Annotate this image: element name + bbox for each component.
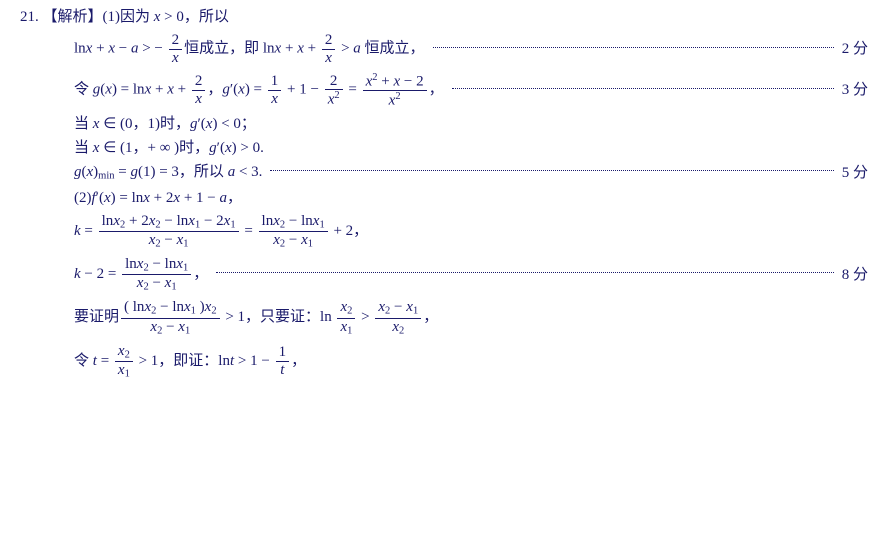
math: 要证明( lnx2 − lnx1 )x2x2 − x1 > 1，只要证：ln x… xyxy=(74,299,438,336)
fraction: x2x1 xyxy=(337,299,355,336)
dotted-leader xyxy=(216,272,833,273)
text: 当 x ∈ (0，1)时，g′(x) < 0； xyxy=(74,115,256,133)
fraction: 1x xyxy=(268,73,282,107)
math: k = lnx2 + 2x2 − lnx1 − 2x1x2 − x1 = lnx… xyxy=(74,213,368,250)
math: lnx + x − a > − 2x恒成立，即 lnx + x + 2x > a… xyxy=(74,32,425,66)
dotted-leader xyxy=(270,170,833,171)
math: k − 2 = lnx2 − lnx1x2 − x1， xyxy=(74,256,208,293)
points: 2 分 xyxy=(842,40,868,58)
line-5: g(x)min = g(1) = 3，所以 a < 3. 5 分 xyxy=(20,163,868,183)
fraction: 2x xyxy=(322,32,336,66)
fraction: lnx2 − lnx1x2 − x1 xyxy=(259,213,328,250)
points: 3 分 xyxy=(842,81,868,99)
line-10: 令 t = x2x1 > 1，即证：lnt > 1 − 1t， xyxy=(20,343,868,380)
fraction: lnx2 − lnx1x2 − x1 xyxy=(122,256,191,293)
line-6: (2)f′(x) = lnx + 2x + 1 − a， xyxy=(20,189,868,207)
fraction: x2 − x1x2 xyxy=(375,299,421,336)
line-2: 令 g(x) = lnx + x + 2x，g′(x) = 1x + 1 − 2… xyxy=(20,72,868,109)
text: 21. 【解析】(1)因为 x > 0，所以 xyxy=(20,8,229,26)
points: 8 分 xyxy=(842,266,868,284)
line-7: k = lnx2 + 2x2 − lnx1 − 2x1x2 − x1 = lnx… xyxy=(20,213,868,250)
line-8: k − 2 = lnx2 − lnx1x2 − x1， 8 分 xyxy=(20,256,868,293)
fraction: 2x xyxy=(192,73,206,107)
line-3: 当 x ∈ (0，1)时，g′(x) < 0； xyxy=(20,115,868,133)
line-4: 当 x ∈ (1，+ ∞ )时，g′(x) > 0. xyxy=(20,139,868,157)
line-9: 要证明( lnx2 − lnx1 )x2x2 − x1 > 1，只要证：ln x… xyxy=(20,299,868,336)
fraction: ( lnx2 − lnx1 )x2x2 − x1 xyxy=(121,299,220,336)
dotted-leader xyxy=(433,47,834,48)
points: 5 分 xyxy=(842,164,868,182)
math: 令 g(x) = lnx + x + 2x，g′(x) = 1x + 1 − 2… xyxy=(74,72,444,109)
line-1: lnx + x − a > − 2x恒成立，即 lnx + x + 2x > a… xyxy=(20,32,868,66)
math: 令 t = x2x1 > 1，即证：lnt > 1 − 1t， xyxy=(74,343,306,380)
fraction: 2x xyxy=(169,32,183,66)
fraction: x2x1 xyxy=(115,343,133,380)
solution-page: 21. 【解析】(1)因为 x > 0，所以 lnx + x − a > − 2… xyxy=(0,0,888,380)
fraction: x2 + x − 2x2 xyxy=(363,72,427,109)
text: (2)f′(x) = lnx + 2x + 1 − a， xyxy=(74,189,242,207)
qnum: 21. xyxy=(20,9,39,25)
dotted-leader xyxy=(452,88,834,89)
text: g(x)min = g(1) = 3，所以 a < 3. xyxy=(74,163,262,183)
line-header: 21. 【解析】(1)因为 x > 0，所以 xyxy=(20,8,868,26)
fraction: 2x2 xyxy=(325,73,343,108)
text: 当 x ∈ (1，+ ∞ )时，g′(x) > 0. xyxy=(74,139,264,157)
fraction: 1t xyxy=(276,344,290,378)
fraction: lnx2 + 2x2 − lnx1 − 2x1x2 − x1 xyxy=(99,213,239,250)
